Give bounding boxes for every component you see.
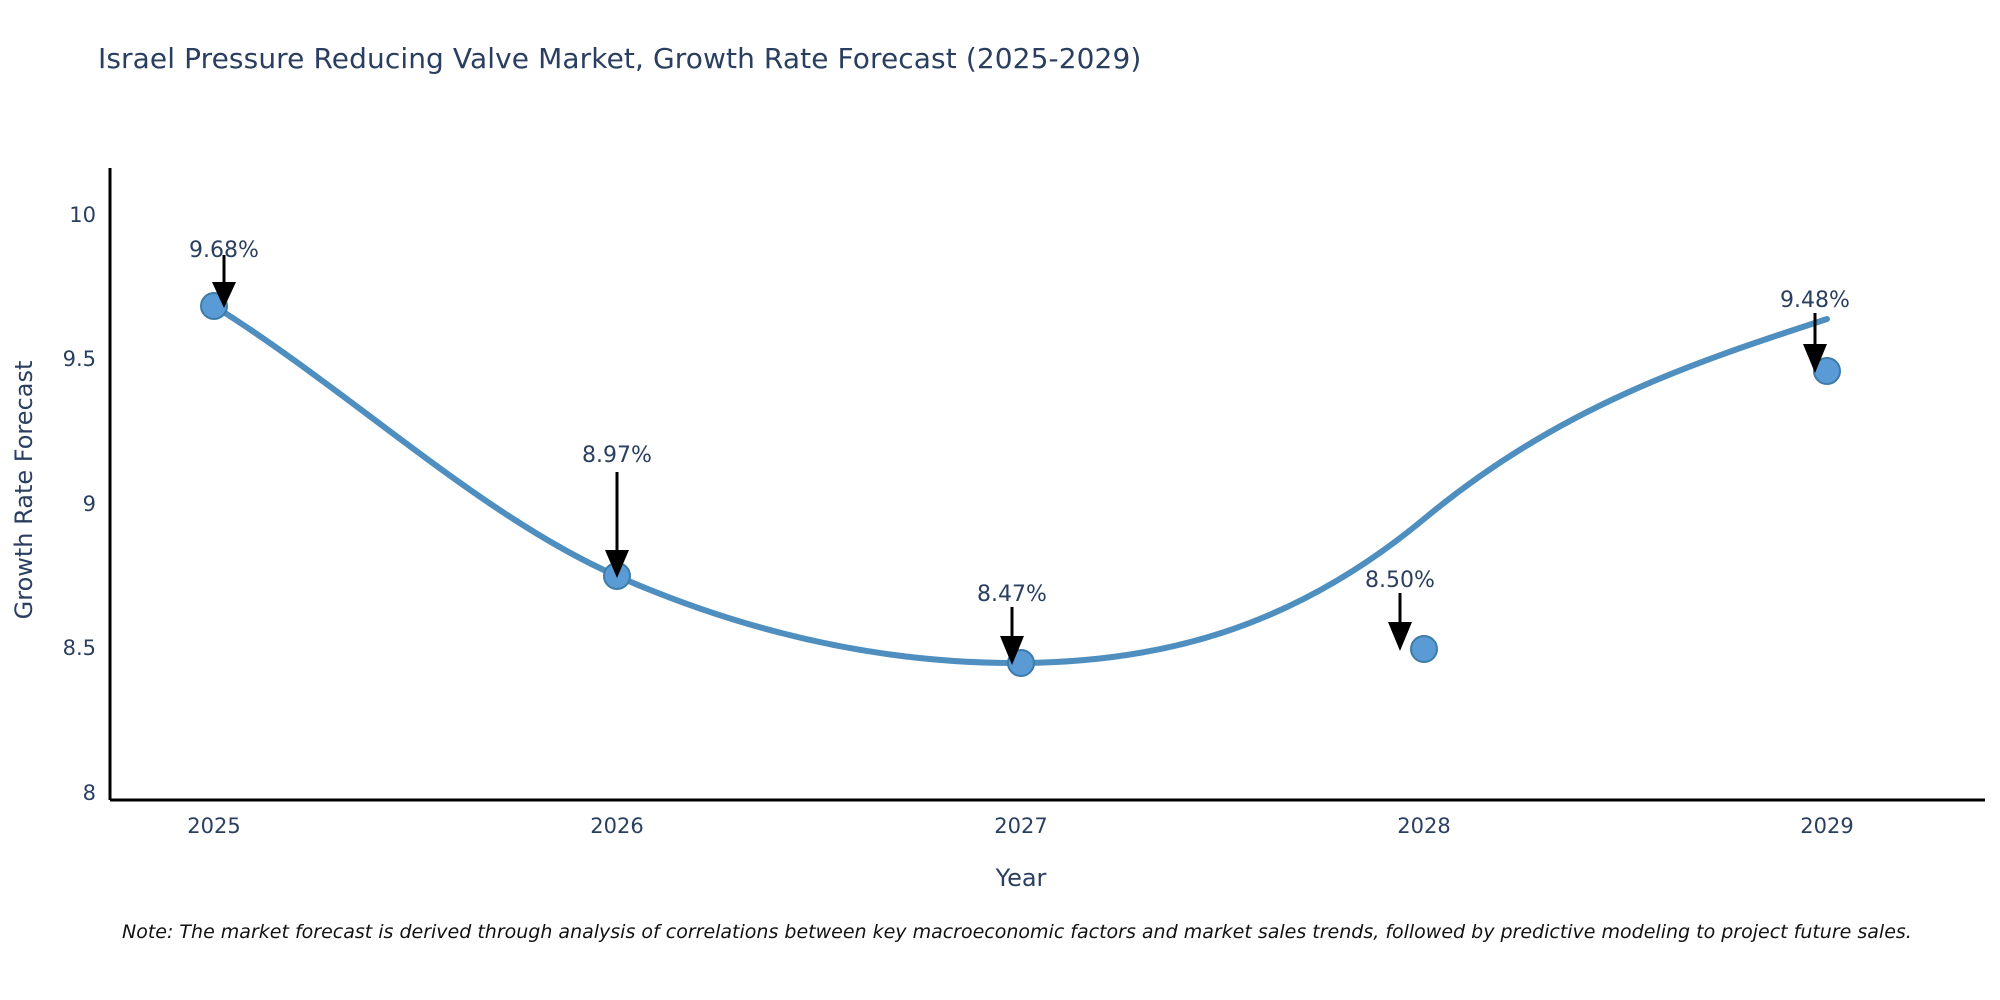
x-tick-label: 2028 — [1397, 814, 1450, 838]
annotation-arrows — [212, 255, 1827, 665]
x-tick-labels: 2025 2026 2027 2028 2029 — [187, 814, 1853, 838]
y-tick-label: 9.5 — [63, 347, 96, 371]
data-markers — [200, 292, 1841, 677]
y-tick-label: 10 — [69, 203, 96, 227]
annotation-arrow-head — [1000, 636, 1024, 665]
footer-note: Note: The market forecast is derived thr… — [122, 921, 1912, 943]
x-tick-label: 2025 — [187, 814, 240, 838]
y-axis-title: Growth Rate Forecast — [10, 361, 38, 620]
annotation-arrow-head — [1388, 622, 1412, 651]
y-tick-label: 8.5 — [63, 636, 96, 660]
annotation-arrow-head — [1803, 344, 1827, 373]
y-tick-label: 8 — [83, 781, 96, 805]
y-tick-labels: 10 9.5 9 8.5 8 — [63, 203, 96, 805]
data-point-label: 8.47% — [977, 582, 1047, 607]
annotation-arrow-head — [212, 282, 236, 308]
x-tick-label: 2026 — [590, 814, 643, 838]
page-title: Israel Pressure Reducing Valve Market, G… — [98, 42, 1142, 75]
x-axis-title: Year — [995, 864, 1047, 892]
data-point-label: 8.97% — [582, 443, 652, 468]
annotation-labels: 9.68% 8.97% 8.47% 8.50% 9.48% — [189, 238, 1850, 607]
data-point-marker[interactable] — [1410, 635, 1438, 663]
data-point-label: 9.48% — [1780, 288, 1850, 313]
x-tick-label: 2027 — [994, 814, 1047, 838]
y-tick-label: 9 — [83, 492, 96, 516]
data-line — [211, 303, 1830, 667]
x-tick-label: 2029 — [1800, 814, 1853, 838]
data-point-label: 8.50% — [1365, 568, 1435, 593]
data-point-marker[interactable] — [1813, 357, 1841, 385]
annotation-arrow-head — [605, 550, 629, 578]
data-point-label: 9.68% — [189, 238, 259, 263]
